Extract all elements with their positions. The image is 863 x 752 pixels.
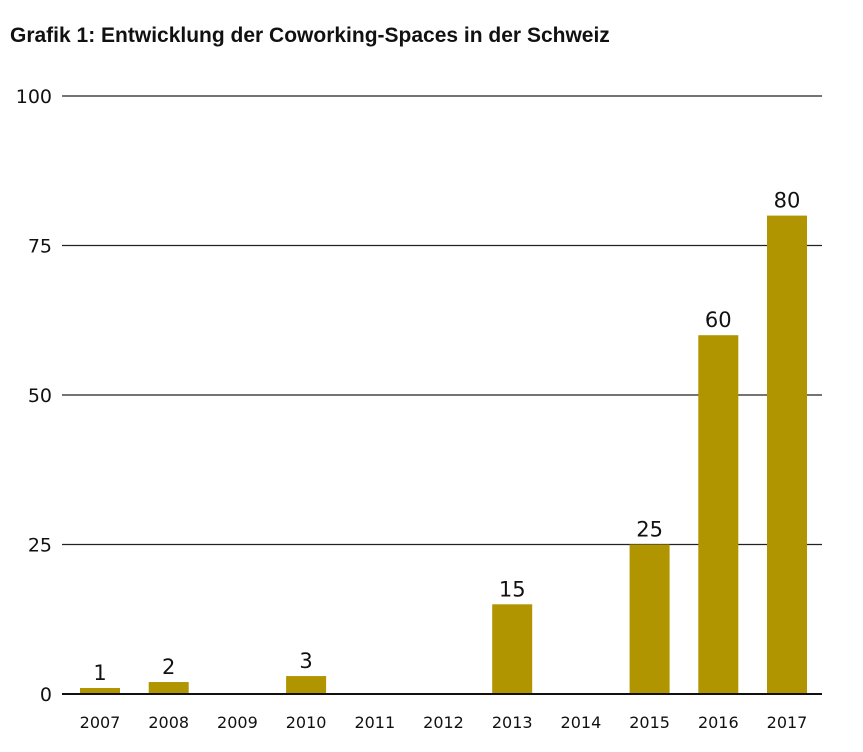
x-tick-label: 2009	[217, 713, 258, 732]
data-label-2017: 80	[774, 189, 801, 213]
data-label-2008: 2	[162, 655, 175, 679]
bar-2016	[698, 335, 739, 694]
data-label-2015: 25	[636, 518, 663, 542]
data-label-2016: 60	[705, 308, 732, 332]
bar-2017	[767, 215, 807, 694]
y-tick-label: 0	[40, 684, 52, 706]
x-tick-label: 2016	[698, 713, 739, 732]
x-tick-label: 2014	[561, 713, 602, 732]
y-tick-label: 100	[16, 86, 52, 108]
x-tick-label: 2012	[423, 713, 464, 732]
bar-2008	[148, 682, 189, 694]
y-tick-label: 50	[28, 385, 52, 407]
data-label-2013: 15	[499, 577, 526, 601]
chart-title: Grafik 1: Entwicklung der Coworking-Spac…	[10, 24, 610, 47]
y-tick-label: 25	[28, 535, 52, 557]
x-tick-label: 2008	[148, 713, 189, 732]
bar-2010	[286, 676, 327, 694]
x-tick-label: 2011	[354, 713, 395, 732]
y-tick-label: 75	[28, 236, 52, 258]
bar-2007	[80, 688, 120, 694]
bar-2013	[492, 604, 533, 694]
data-label-2010: 3	[299, 649, 312, 673]
x-tick-label: 2017	[767, 713, 808, 732]
data-label-2007: 1	[93, 661, 106, 685]
x-tick-label: 2015	[629, 713, 670, 732]
x-tick-label: 2010	[286, 713, 327, 732]
x-tick-label: 2007	[80, 713, 121, 732]
bar-2015	[629, 544, 670, 694]
x-tick-label: 2013	[492, 713, 533, 732]
